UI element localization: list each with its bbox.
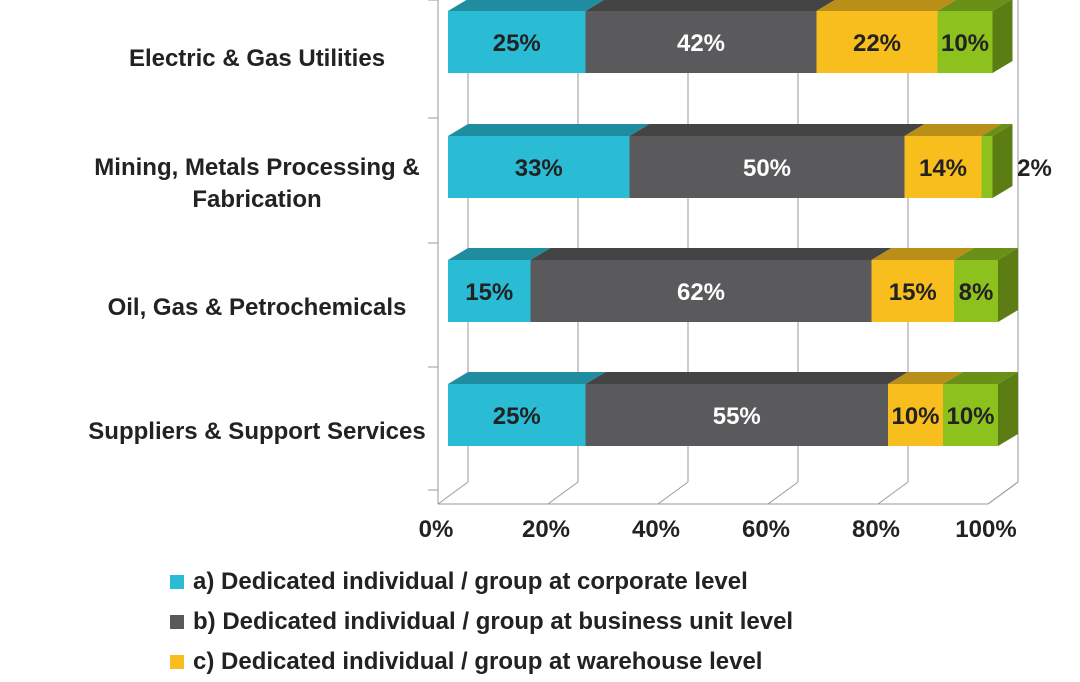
bar-front-face (954, 260, 998, 322)
bar-electric-gas-utilities-series-4: 10% (937, 0, 1013, 73)
bar-mining-metals-processing-fabrication-series-3: 14% (904, 124, 1002, 198)
bar-top-face (888, 372, 963, 384)
category-label-mining-metals-processing-fabrication: Mining, Metals Processing & Fabrication (94, 154, 419, 213)
floor-right-edge (987, 481, 1019, 505)
bar-suppliers-support-services-series-3: 10% (888, 372, 963, 446)
floor-line (767, 481, 799, 505)
bar-top-face (448, 248, 551, 260)
legend-label: c) Dedicated individual / group at wareh… (193, 648, 763, 675)
bar-top-face (585, 372, 908, 384)
data-label: 50% (743, 155, 791, 182)
bar-side-face (992, 0, 1013, 73)
bar-top-face (871, 248, 974, 260)
bar-top-face (448, 372, 606, 384)
bar-top-face (904, 124, 1002, 136)
floor-line (877, 481, 909, 505)
legend-label: b) Dedicated individual / group at busin… (193, 608, 794, 635)
bar-oil-gas-petrochemicals-series-4: 8% (954, 248, 1018, 322)
bar-side-face (992, 124, 1013, 198)
data-label: 10% (941, 30, 989, 57)
data-label: 25% (493, 403, 541, 430)
data-label: 62% (677, 279, 725, 306)
legend-item-series-2: b) Dedicated individual / group at busin… (170, 602, 793, 642)
category-labels: Electric & Gas Utilities Mining, Metals P… (88, 45, 425, 445)
x-tick-label: 40% (632, 516, 680, 543)
bar-front-face (448, 136, 630, 198)
bar-oil-gas-petrochemicals-series-3: 15% (871, 248, 974, 322)
bar-top-face (954, 248, 1018, 260)
bar-mining-metals-processing-fabrication-series-2: 50% (629, 124, 925, 198)
bar-front-face (585, 11, 817, 73)
bar-side-face (998, 248, 1018, 322)
chart-bars: 25% 42% 22% 10% 33% 50% 14% 2% 15% 62% 15% 8% 25% 55%… (448, 0, 1052, 446)
x-tick-label: 20% (522, 516, 570, 543)
data-label: 25% (493, 30, 541, 57)
data-label: 15% (465, 279, 513, 306)
x-tick-label: 60% (742, 516, 790, 543)
data-label: 14% (919, 155, 967, 182)
bar-top-face (629, 124, 925, 136)
bar-suppliers-support-services-series-2: 55% (585, 372, 908, 446)
bar-front-face (904, 136, 982, 198)
bar-front-face (448, 11, 586, 73)
bar-front-face (981, 136, 993, 198)
data-label: 15% (889, 279, 937, 306)
chart-legend: a) Dedicated individual / group at corpo… (170, 562, 793, 682)
bar-front-face (448, 384, 586, 446)
bar-suppliers-support-services-series-1: 25% (448, 372, 606, 446)
legend-item-series-1: a) Dedicated individual / group at corpo… (170, 562, 793, 602)
floor-line (547, 481, 579, 505)
bar-front-face (816, 11, 938, 73)
bar-front-face (937, 11, 993, 73)
x-tick-label: 80% (852, 516, 900, 543)
bar-oil-gas-petrochemicals-series-2: 62% (530, 248, 892, 322)
legend-swatch (170, 615, 184, 629)
bar-side-face (998, 372, 1018, 446)
data-label: 10% (891, 403, 939, 430)
legend-item-series-3: c) Dedicated individual / group at wareh… (170, 642, 793, 682)
data-label: 42% (677, 30, 725, 57)
bar-mining-metals-processing-fabrication-series-1: 33% (448, 124, 650, 198)
bar-electric-gas-utilities-series-3: 22% (816, 0, 956, 73)
x-tick-labels: 0% 20% 40% 60% 80% 100% (419, 516, 1017, 543)
bar-top-face (585, 0, 835, 11)
x-tick-label: 100% (955, 516, 1016, 543)
bar-suppliers-support-services-series-4: 10% (943, 372, 1018, 446)
legend-swatch (170, 575, 184, 589)
floor-line (657, 481, 689, 505)
bar-front-face (629, 136, 905, 198)
data-label: 8% (959, 279, 994, 306)
category-label-oil-gas-petrochemicals: Oil, Gas & Petrochemicals (108, 294, 407, 321)
bar-front-face (585, 384, 888, 446)
bar-front-face (888, 384, 943, 446)
bar-front-face (871, 260, 954, 322)
bar-top-face (448, 124, 650, 136)
category-label-suppliers-support-services: Suppliers & Support Services (88, 418, 425, 445)
bar-top-face (530, 248, 892, 260)
category-label-electric-gas-utilities: Electric & Gas Utilities (129, 45, 385, 72)
bar-top-face (943, 372, 1018, 384)
bar-top-face (448, 0, 604, 11)
bar-front-face (943, 384, 998, 446)
bar-top-face (981, 124, 1013, 136)
floor-line (437, 481, 469, 505)
bar-top-face (816, 0, 956, 11)
bar-top-face (937, 0, 1011, 11)
legend-swatch (170, 655, 184, 669)
data-label: 33% (515, 155, 563, 182)
bar-front-face (530, 260, 872, 322)
data-label: 22% (853, 30, 901, 57)
x-tick-label: 0% (419, 516, 454, 543)
bar-front-face (448, 260, 531, 322)
bar-electric-gas-utilities-series-2: 42% (585, 0, 835, 73)
bar-oil-gas-petrochemicals-series-1: 15% (448, 248, 551, 322)
bar-mining-metals-processing-fabrication-series-4: 2% (981, 124, 1052, 198)
data-label: 55% (713, 403, 761, 430)
legend-label: a) Dedicated individual / group at corpo… (193, 568, 748, 595)
bar-electric-gas-utilities-series-1: 25% (448, 0, 604, 73)
data-label: 10% (946, 403, 994, 430)
data-label: 2% (1017, 155, 1052, 182)
